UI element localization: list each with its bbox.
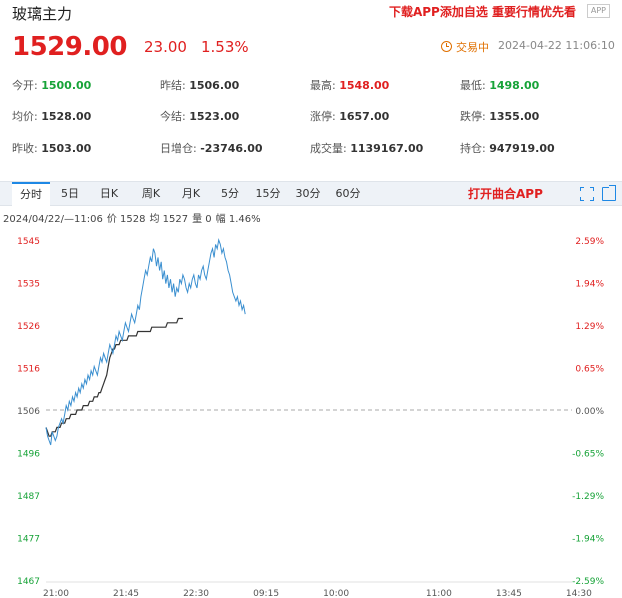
stat-prev-settle: 昨结: 1506.00 (160, 72, 239, 100)
app-badge: APP (586, 4, 610, 18)
y-tick-label: 1545 (17, 237, 40, 247)
stat-label: 成交量: (310, 142, 347, 155)
info-avg: 均 1527 (149, 214, 189, 225)
stat-avg: 均价: 1528.00 (12, 103, 91, 131)
stat-open-interest: 持仓: 947919.00 (460, 135, 555, 163)
stat-value: 947919.00 (489, 142, 555, 155)
y-axis-left: 1545 1535 1526 1516 1506 1496 1487 1477 1467 (17, 237, 40, 587)
open-app-button[interactable]: 打开曲合APP (468, 187, 543, 201)
stat-value: 1503.00 (41, 142, 92, 155)
quote-timestamp: 2024-04-22 11:06:10 (498, 39, 615, 52)
stat-oi-change: 日增仓: -23746.00 (160, 135, 263, 163)
y-tick-percent: 1.29% (575, 322, 604, 332)
tab-30min[interactable]: 30分 (295, 187, 321, 200)
stat-value: 1523.00 (189, 110, 240, 123)
stat-value: 1139167.00 (350, 142, 424, 155)
stat-limit-down: 跌停: 1355.00 (460, 103, 539, 131)
x-tick-label: 22:30 (183, 589, 209, 598)
y-tick-percent: -0.65% (572, 450, 604, 460)
y-tick-label: 1526 (17, 322, 40, 332)
tab-weekly-k[interactable]: 周K (141, 187, 161, 200)
x-axis: 21:00 21:45 22:30 09:15 10:00 11:00 13:45 14:30 (43, 589, 592, 598)
y-axis-right: 2.59% 1.94% 1.29% 0.65% 0.00% -0.65% -1.29% -1.… (572, 237, 604, 587)
y-tick-percent: -1.29% (572, 492, 604, 502)
stat-label: 今结: (160, 110, 186, 123)
fullscreen-icon[interactable] (580, 187, 594, 201)
stat-label: 日增仓: (160, 142, 197, 155)
info-price: 价 1528 (106, 214, 146, 225)
stat-label: 均价: (12, 110, 38, 123)
stat-label: 今开: (12, 79, 38, 92)
stat-limit-up: 涨停: 1657.00 (310, 103, 389, 131)
stat-label: 跌停: (460, 110, 486, 123)
tab-daily-k[interactable]: 日K (99, 187, 119, 200)
stat-high: 最高: 1548.00 (310, 72, 389, 100)
stat-value: 1500.00 (41, 79, 92, 92)
info-range: 2024/04/22/—11:06 (3, 214, 103, 225)
page-title: 玻璃主力 (12, 5, 73, 23)
stat-value: 1498.00 (489, 79, 540, 92)
y-tick-label: 1535 (17, 280, 40, 290)
info-amplitude: 幅 1.46% (215, 214, 261, 225)
y-tick-label: 1487 (17, 492, 40, 502)
tab-15min[interactable]: 15分 (255, 187, 281, 200)
tab-monthly-k[interactable]: 月K (181, 187, 201, 200)
stat-open: 今开: 1500.00 (12, 72, 91, 100)
price-line (45, 238, 246, 446)
stat-value: 1548.00 (339, 79, 390, 92)
quote-summary: 1529.00 23.00 1.53% 交易中 2024-04-22 11:06… (0, 30, 622, 66)
stat-value: 1355.00 (489, 110, 540, 123)
trading-status: 交易中 (456, 41, 489, 54)
stat-label: 涨停: (310, 110, 336, 123)
stat-label: 最低: (460, 79, 486, 92)
tab-5min[interactable]: 5分 (221, 187, 239, 200)
y-tick-label: 1496 (17, 450, 40, 460)
x-tick-label: 10:00 (323, 589, 349, 598)
top-bar: 玻璃主力 下载APP添加自选 重要行情优先看 APP (0, 0, 622, 28)
clock-icon (441, 41, 452, 52)
x-tick-label: 09:15 (253, 589, 279, 598)
info-volume: 量 0 (192, 214, 212, 225)
x-tick-label: 14:30 (566, 589, 592, 598)
x-tick-label: 11:00 (426, 589, 452, 598)
download-app-promo-link[interactable]: 下载APP添加自选 重要行情优先看 (388, 5, 576, 19)
y-tick-label: 1477 (17, 535, 40, 545)
stat-label: 昨结: (160, 79, 186, 92)
stat-label: 最高: (310, 79, 336, 92)
y-tick-percent: -1.94% (572, 535, 604, 545)
y-tick-percent: -2.59% (572, 577, 604, 587)
average-price-line (45, 317, 183, 437)
last-price: 1529.00 (12, 32, 127, 62)
price-change: 23.00 (144, 38, 187, 56)
stat-label: 昨收: (12, 142, 38, 155)
tab-5day[interactable]: 5日 (61, 187, 79, 200)
chart-period-tabs: 分时 5日 日K 周K 月K 5分 15分 30分 60分 打开曲合APP (0, 181, 622, 206)
y-tick-label: 1516 (17, 365, 40, 375)
y-tick-label: 1506 (17, 407, 40, 417)
stat-volume: 成交量: 1139167.00 (310, 135, 423, 163)
tab-60min[interactable]: 60分 (335, 187, 361, 200)
stat-value: -23746.00 (200, 142, 263, 155)
stat-label: 持仓: (460, 142, 486, 155)
stat-value: 1657.00 (339, 110, 390, 123)
y-tick-percent: 1.94% (575, 280, 604, 290)
y-tick-percent: 2.59% (575, 237, 604, 247)
y-tick-percent: 0.65% (575, 365, 604, 375)
share-icon[interactable] (602, 185, 616, 201)
stat-value: 1528.00 (41, 110, 92, 123)
stat-prev-close: 昨收: 1503.00 (12, 135, 91, 163)
y-tick-label: 1467 (17, 577, 40, 587)
tab-intraday[interactable]: 分时 (12, 182, 50, 206)
y-tick-percent: 0.00% (575, 407, 604, 417)
stat-settle: 今结: 1523.00 (160, 103, 239, 131)
x-tick-label: 13:45 (496, 589, 522, 598)
intraday-chart[interactable]: 1545 1535 1526 1516 1506 1496 1487 1477 1467 2.5… (0, 222, 622, 598)
price-change-percent: 1.53% (201, 38, 249, 56)
stat-value: 1506.00 (189, 79, 240, 92)
x-tick-label: 21:45 (113, 589, 139, 598)
x-tick-label: 21:00 (43, 589, 69, 598)
stat-low: 最低: 1498.00 (460, 72, 539, 100)
